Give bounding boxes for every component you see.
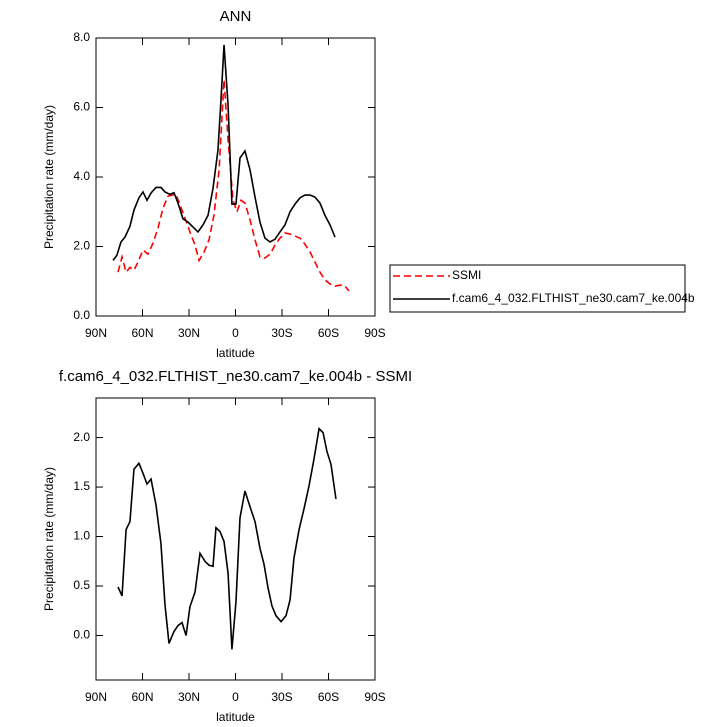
y-axis-label: Precipitation rate (mm/day): [42, 105, 56, 249]
legend-box: [389, 264, 686, 313]
y-tick-label: 1.5: [73, 479, 90, 493]
y-tick-label: 4.0: [73, 169, 90, 183]
x-tick-label: 90S: [364, 326, 385, 340]
legend-label: f.cam6_4_032.FLTHIST_ne30.cam7_ke.004b: [452, 291, 695, 305]
x-tick-label: 30S: [271, 690, 292, 704]
x-tick-label: 60N: [131, 326, 153, 340]
x-tick-label: 60N: [131, 690, 153, 704]
y-axis-label: Precipitation rate (mm/day): [42, 467, 56, 611]
plot-frame: [95, 37, 376, 317]
y-tick-label: 2.0: [73, 430, 90, 444]
y-tick-label: 0.0: [73, 308, 90, 322]
x-tick-label: 90N: [85, 326, 107, 340]
x-axis-label: latitude: [216, 710, 255, 724]
plot-frame: [95, 397, 376, 681]
x-tick-label: 90S: [364, 690, 385, 704]
y-tick-label: 0.5: [73, 578, 90, 592]
chart-title: f.cam6_4_032.FLTHIST_ne30.cam7_ke.004b -…: [59, 368, 412, 385]
y-tick-label: 2.0: [73, 239, 90, 253]
series-line: [112, 44, 336, 261]
series-line: [117, 427, 337, 650]
x-tick-label: 30N: [178, 326, 200, 340]
x-tick-label: 90N: [85, 690, 107, 704]
legend-label: SSMI: [452, 268, 481, 282]
chart-title: ANN: [220, 8, 252, 25]
x-tick-label: 60S: [318, 326, 339, 340]
y-tick-label: 8.0: [73, 30, 90, 44]
y-tick-label: 1.0: [73, 529, 90, 543]
x-tick-label: 0: [232, 690, 239, 704]
x-tick-label: 60S: [318, 690, 339, 704]
x-tick-label: 30N: [178, 690, 200, 704]
y-tick-label: 6.0: [73, 100, 90, 114]
y-tick-label: 0.0: [73, 628, 90, 642]
x-axis-label: latitude: [216, 346, 255, 360]
x-tick-label: 30S: [271, 326, 292, 340]
x-tick-label: 0: [232, 326, 239, 340]
